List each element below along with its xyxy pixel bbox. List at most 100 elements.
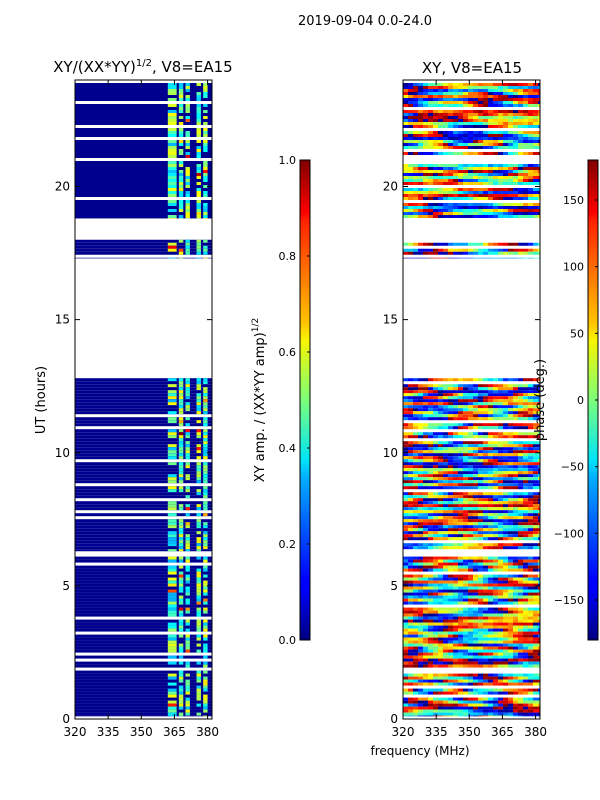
phase-cell	[533, 486, 538, 490]
amplitude-channel-cell	[178, 676, 184, 680]
phase-cell	[528, 447, 533, 451]
amplitude-channel-cell	[178, 559, 184, 563]
phase-cell	[463, 393, 468, 397]
phase-cell	[463, 655, 468, 659]
phase-cell	[433, 131, 438, 134]
phase-cell	[508, 640, 513, 644]
phase-cell	[483, 655, 488, 659]
phase-cell	[528, 125, 533, 128]
phase-cell	[453, 215, 458, 218]
phase-cell	[483, 462, 488, 466]
phase-cell	[433, 441, 438, 445]
phase-cell	[508, 191, 513, 194]
phase-cell	[403, 471, 408, 475]
phase-cell	[503, 637, 508, 641]
phase-cell	[428, 122, 433, 125]
phase-cell	[493, 595, 498, 599]
phase-cell	[423, 601, 428, 605]
phase-cell	[478, 209, 483, 212]
phase-cell	[438, 661, 443, 665]
phase-cell	[433, 411, 438, 415]
phase-cell	[413, 251, 418, 255]
phase-cell	[443, 562, 448, 566]
phase-cell	[423, 655, 428, 659]
phase-cell	[453, 691, 458, 695]
phase-cell	[443, 459, 448, 463]
phase-cell	[528, 170, 533, 173]
phase-cell	[538, 83, 540, 86]
phase-cell	[533, 170, 538, 173]
amplitude-channel-cell	[196, 456, 201, 460]
phase-cell	[473, 616, 478, 620]
phase-cell	[493, 565, 498, 569]
amplitude-channel-cell	[196, 531, 201, 535]
phase-cell	[498, 676, 503, 680]
phase-cell	[508, 110, 513, 113]
phase-cell	[493, 486, 498, 490]
phase-cell	[498, 465, 503, 469]
phase-cell	[463, 664, 468, 668]
phase-cell	[428, 387, 433, 391]
amplitude-channel-cell	[185, 251, 190, 255]
amplitude-channel-cell	[196, 140, 201, 143]
phase-cell	[508, 468, 513, 472]
phase-cell	[523, 498, 528, 502]
phase-cell	[483, 712, 488, 716]
phase-cell	[508, 565, 513, 569]
phase-cell	[498, 592, 503, 596]
phase-cell	[498, 143, 503, 146]
phase-cell	[403, 691, 408, 695]
phase-cell	[493, 628, 498, 632]
phase-cell	[523, 248, 528, 252]
phase-cell	[438, 688, 443, 692]
phase-cell	[528, 387, 533, 391]
amplitude-channel-cell	[185, 402, 190, 406]
phase-cell	[498, 417, 503, 421]
phase-cell	[408, 522, 413, 526]
amplitude-row	[75, 140, 212, 143]
amplitude-row	[75, 450, 212, 454]
phase-cell	[523, 89, 528, 92]
phase-cell	[408, 408, 413, 412]
phase-cell	[468, 209, 473, 212]
phase-cell	[478, 562, 483, 566]
phase-cell	[518, 164, 523, 167]
y-tick-label: 20	[55, 180, 70, 194]
phase-cell	[468, 574, 473, 578]
amplitude-channel-cell	[178, 507, 184, 511]
phase-cell	[448, 688, 453, 692]
phase-cell	[523, 543, 528, 547]
phase-cell	[483, 583, 488, 587]
phase-cell	[508, 390, 513, 394]
phase-cell	[453, 607, 458, 611]
phase-cell	[443, 640, 448, 644]
phase-cell	[523, 643, 528, 647]
phase-cell	[538, 426, 540, 430]
phase-cell	[433, 703, 438, 707]
phase-cell	[423, 631, 428, 635]
amplitude-channel-cell	[203, 537, 208, 541]
phase-cell	[408, 92, 413, 95]
amplitude-row	[75, 703, 212, 707]
phase-cell	[533, 546, 538, 550]
phase-cell	[428, 664, 433, 668]
phase-cell	[488, 610, 493, 614]
amplitude-channel-cell	[167, 155, 177, 158]
phase-cell	[448, 206, 453, 209]
phase-cell	[418, 191, 423, 194]
phase-cell	[518, 152, 523, 155]
phase-cell	[538, 501, 540, 505]
phase-cell	[538, 92, 540, 95]
amplitude-channel-cell	[185, 408, 190, 412]
amplitude-channel-cell	[178, 691, 184, 695]
phase-cell	[533, 411, 538, 415]
phase-cell	[403, 110, 408, 113]
amplitude-row	[75, 628, 212, 632]
amplitude-channel-cell	[203, 203, 208, 206]
phase-cell	[508, 146, 513, 149]
phase-cell	[518, 119, 523, 122]
phase-cell	[508, 432, 513, 436]
amplitude-channel-cell	[167, 601, 177, 605]
phase-cell	[508, 459, 513, 463]
phase-cell	[458, 92, 463, 95]
